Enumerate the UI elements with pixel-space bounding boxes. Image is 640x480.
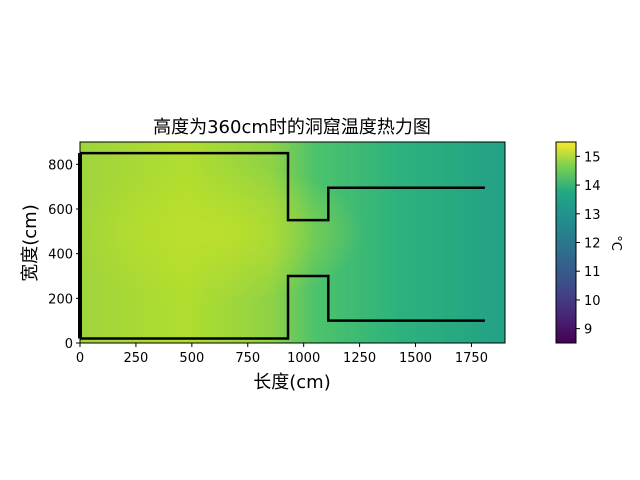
- colorbar-tick-label: 15: [584, 150, 601, 165]
- x-tick-label: 750: [235, 351, 260, 366]
- plot-frame: [79, 141, 506, 344]
- colorbar-label: °C: [608, 235, 623, 251]
- x-tick-label: 1250: [343, 351, 376, 366]
- outline-lower: [80, 274, 485, 340]
- x-tick-label: 1500: [399, 351, 432, 366]
- colorbar-tick-label: 11: [584, 265, 601, 280]
- colorbar-tick-label: 14: [584, 179, 601, 194]
- y-tick-label: 0: [65, 337, 73, 352]
- y-tick-label: 600: [48, 203, 73, 218]
- x-tick-label: 250: [124, 351, 149, 366]
- y-axis-label: 宽度(cm): [20, 204, 41, 281]
- colorbar-tick-label: 10: [584, 294, 601, 309]
- colorbar-gradient: [555, 141, 577, 344]
- x-tick-label: 1750: [455, 351, 488, 366]
- outline-upper: [80, 151, 485, 222]
- plot-area: [78, 141, 506, 344]
- x-axis: 0 250 500 750 1000 1250 1500 1750: [76, 343, 488, 366]
- colorbar-tick-label: 13: [584, 208, 601, 223]
- colorbar-tick-label: 12: [584, 237, 601, 252]
- x-tick-label: 500: [179, 351, 204, 366]
- x-axis-label: 长度(cm): [253, 372, 330, 393]
- y-tick-label: 400: [48, 248, 73, 263]
- chart-title: 高度为360cm时的洞窟温度热力图: [153, 117, 431, 138]
- y-axis: 0 200 400 600 800: [48, 158, 80, 352]
- x-tick-label: 0: [76, 351, 84, 366]
- y-tick-label: 800: [48, 158, 73, 173]
- y-tick-label: 200: [48, 292, 73, 307]
- heatmap-hot-region: [80, 142, 505, 343]
- colorbar-tick-label: 9: [584, 323, 592, 338]
- x-tick-label: 1000: [287, 351, 320, 366]
- colorbar-ticks: 9 10 11 12 13 14 15: [576, 150, 601, 338]
- colorbar: 9 10 11 12 13 14 15 °C: [555, 141, 623, 344]
